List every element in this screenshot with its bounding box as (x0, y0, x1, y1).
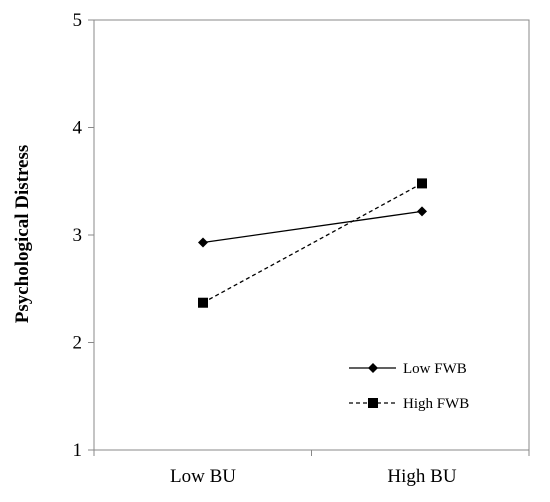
data-point (198, 297, 208, 308)
legend-marker (368, 363, 378, 373)
y-tick-label: 5 (73, 10, 83, 31)
y-axis-title: Psychological Distress (12, 145, 33, 324)
series-layer (198, 178, 427, 308)
series-low-fwb (198, 206, 427, 248)
data-point (198, 237, 208, 248)
y-tick-label: 2 (73, 333, 83, 354)
x-tick-label: Low BU (170, 466, 236, 487)
legend-label: Low FWB (403, 361, 467, 377)
x-tick-label: High BU (387, 466, 456, 487)
legend: Low FWB High FWB (349, 361, 469, 412)
x-axis-ticks: Low BU High BU (93, 450, 530, 487)
series-high-fwb (198, 178, 427, 308)
data-point (417, 178, 427, 189)
series-line (202, 210, 423, 244)
legend-marker (368, 398, 378, 408)
y-axis-ticks: 1 2 3 4 5 (73, 10, 94, 461)
legend-item: Low FWB (349, 361, 467, 377)
legend-label: High FWB (403, 396, 469, 412)
data-point (417, 206, 427, 217)
y-tick-label: 4 (73, 118, 83, 139)
y-tick-label: 3 (73, 225, 83, 246)
y-tick-label: 1 (73, 440, 83, 461)
legend-item: High FWB (349, 396, 469, 412)
